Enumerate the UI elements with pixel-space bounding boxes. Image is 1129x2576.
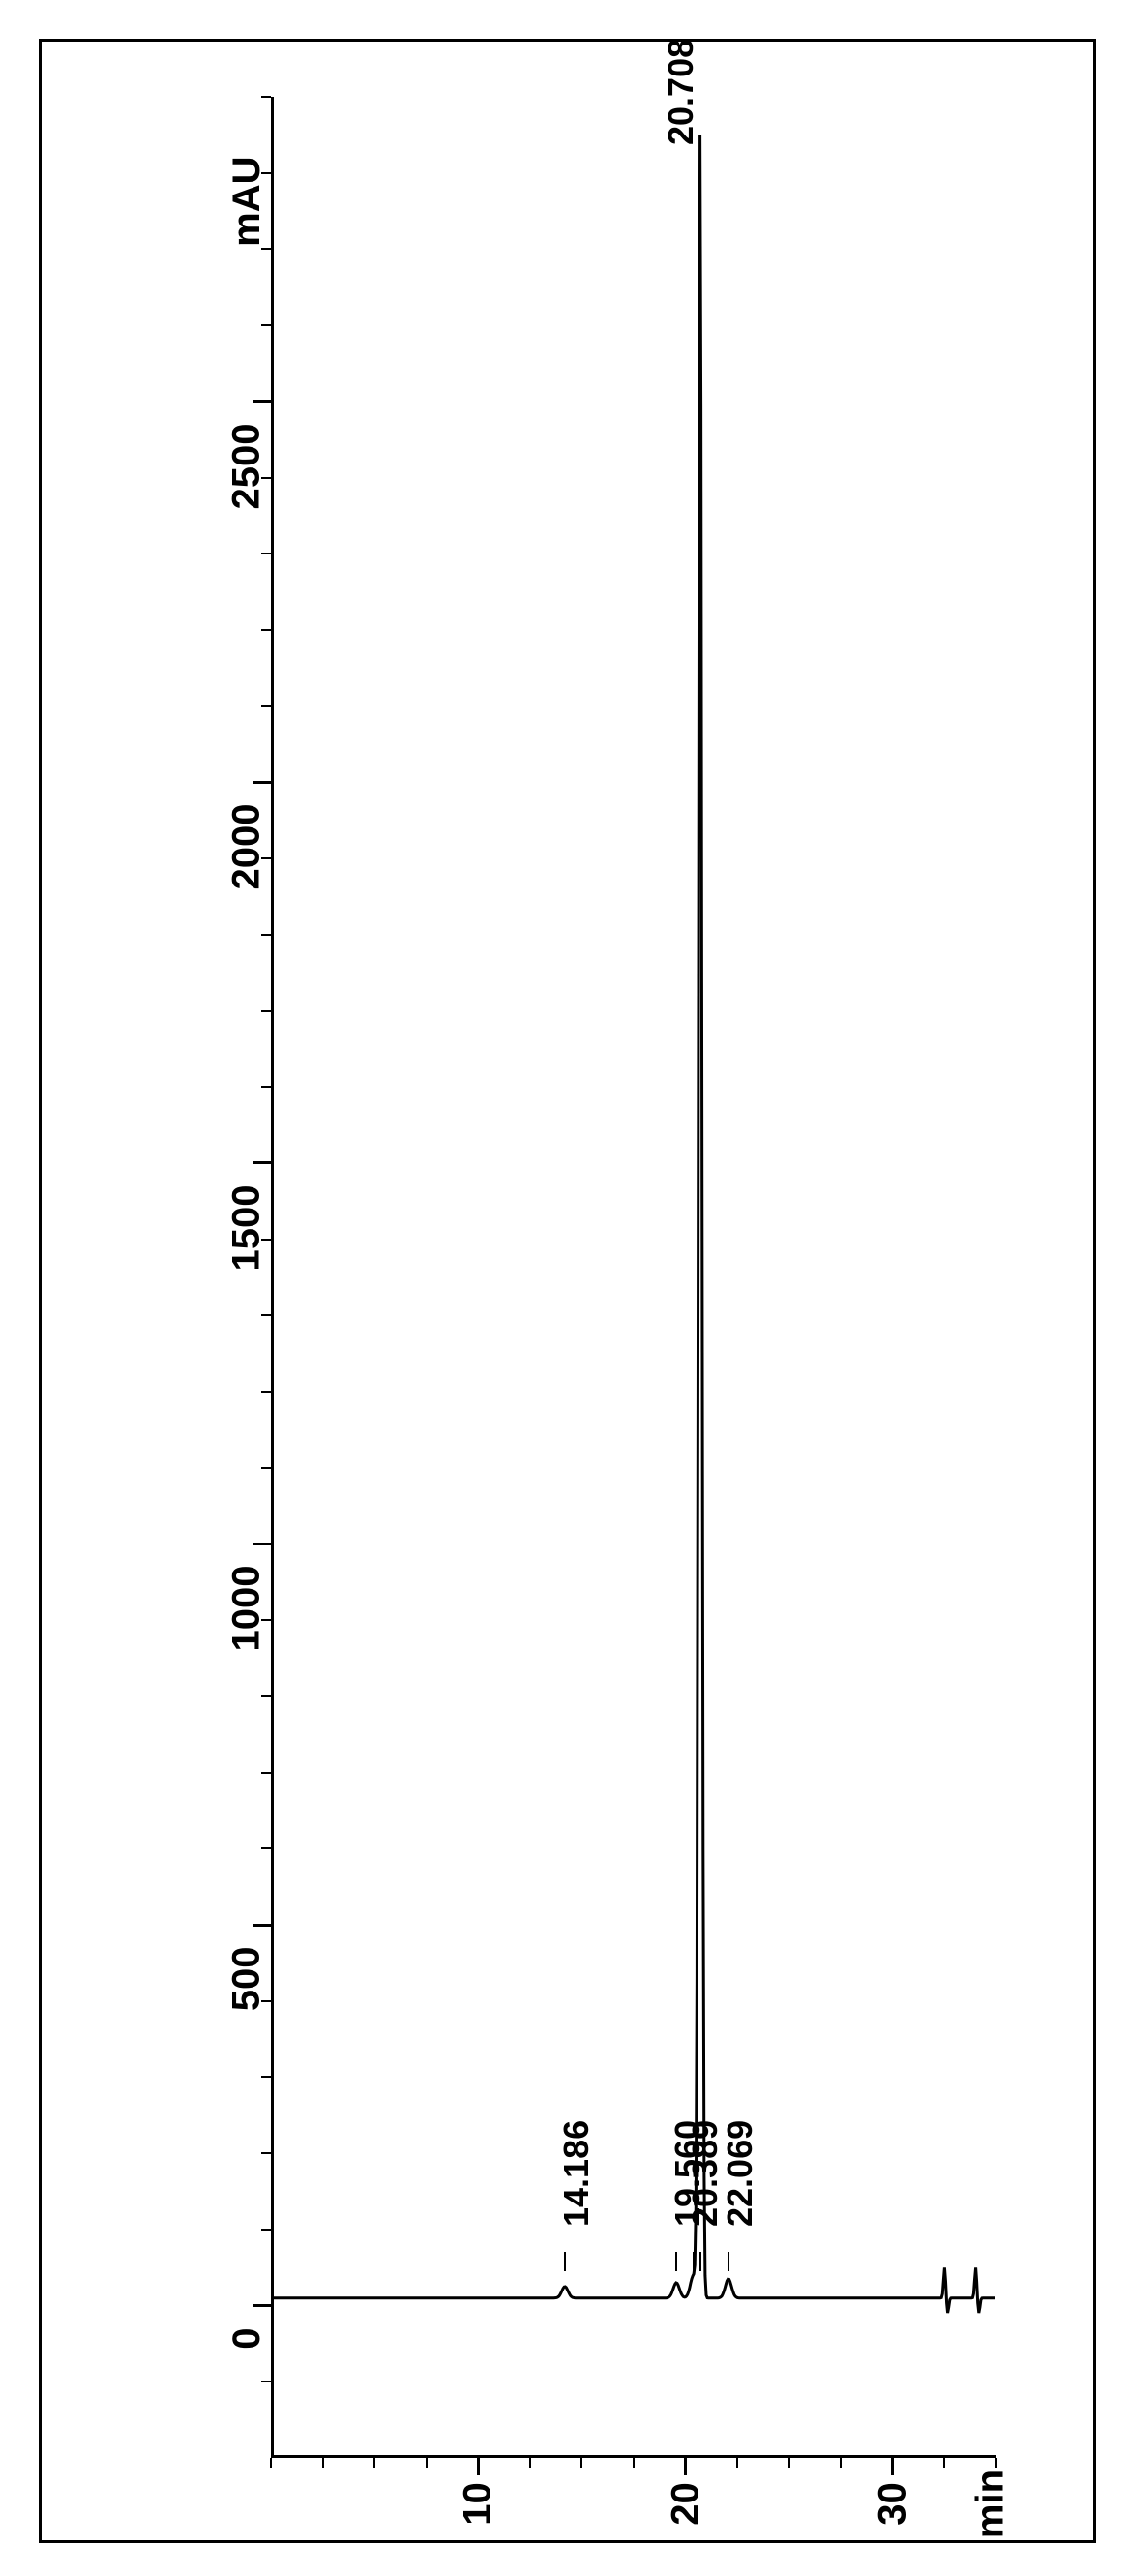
x-tick-minor	[943, 2458, 945, 2468]
y-tick-major	[253, 2304, 271, 2307]
y-tick-major	[253, 1924, 271, 1927]
x-tick-label: 20	[664, 2482, 707, 2526]
x-tick-minor	[788, 2458, 790, 2468]
y-tick-minor	[261, 934, 271, 936]
y-tick-minor	[261, 705, 271, 707]
x-tick-minor	[373, 2458, 375, 2468]
y-tick-minor	[261, 629, 271, 631]
y-tick-minor	[261, 1467, 271, 1469]
chart-container: 05001000150020002500mAU102030min 14.1861…	[0, 0, 1129, 2576]
y-tick-label: 500	[225, 1947, 269, 2012]
y-tick-minor	[261, 1086, 271, 1088]
peak-mark	[564, 2252, 566, 2271]
x-tick-major	[477, 2458, 480, 2475]
x-tick-major	[891, 2458, 894, 2475]
x-axis-title: min	[968, 2470, 1012, 2538]
y-tick-minor	[261, 324, 271, 326]
peak-mark	[699, 2252, 701, 2271]
x-tick-major	[684, 2458, 687, 2475]
x-tick-minor	[580, 2458, 582, 2468]
y-tick-minor	[261, 1010, 271, 1012]
x-tick-minor	[840, 2458, 842, 2468]
x-tick-minor	[426, 2458, 428, 2468]
y-tick-minor	[261, 1391, 271, 1393]
peak-label: 20.708	[661, 39, 701, 145]
x-tick-minor	[633, 2458, 635, 2468]
y-tick-minor	[261, 1847, 271, 1849]
y-tick-label: 2500	[225, 423, 269, 509]
x-tick-minor	[270, 2458, 272, 2468]
y-tick-minor	[261, 1314, 271, 1316]
x-tick-label: 10	[457, 2482, 500, 2526]
y-tick-label: 2000	[225, 804, 269, 890]
y-tick-label: 1000	[225, 1566, 269, 1652]
x-tick-minor	[995, 2458, 997, 2468]
y-tick-minor	[261, 2229, 271, 2231]
y-tick-minor	[261, 2381, 271, 2382]
peak-mark	[675, 2252, 677, 2271]
y-tick-minor	[261, 248, 271, 250]
y-axis-title: mAU	[225, 157, 269, 247]
y-tick-minor	[261, 553, 271, 554]
x-tick-minor	[736, 2458, 738, 2468]
peak-label: 14.186	[556, 2120, 597, 2227]
y-tick-minor	[261, 1695, 271, 1697]
x-tick-minor	[529, 2458, 531, 2468]
plot-area: 05001000150020002500mAU102030min 14.1861…	[271, 97, 996, 2458]
peak-mark	[693, 2252, 695, 2271]
chromatogram-trace	[271, 97, 996, 2458]
peak-label: 22.069	[720, 2120, 760, 2227]
y-tick-label: 0	[225, 2327, 269, 2349]
x-tick-label: 30	[871, 2482, 914, 2526]
y-tick-label: 1500	[225, 1184, 269, 1271]
y-tick-minor	[261, 2152, 271, 2154]
y-tick-major	[253, 1543, 271, 1545]
y-tick-major	[253, 400, 271, 403]
y-tick-major	[253, 781, 271, 784]
y-tick-major	[253, 1161, 271, 1164]
y-tick-minor	[261, 96, 271, 98]
peak-mark	[728, 2252, 729, 2271]
x-tick-minor	[322, 2458, 324, 2468]
y-tick-minor	[261, 1772, 271, 1774]
y-tick-minor	[261, 2076, 271, 2078]
